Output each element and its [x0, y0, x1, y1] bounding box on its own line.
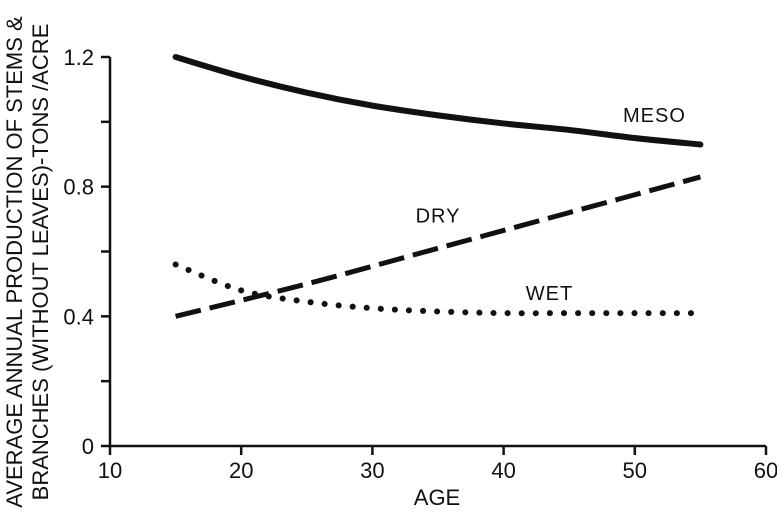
series-meso-line: [172, 54, 704, 148]
series-label-meso: MESO: [623, 105, 686, 127]
x-tick-label-40: 40: [491, 458, 515, 483]
x-tick-label-30: 30: [360, 458, 384, 483]
x-tick-label-50: 50: [623, 458, 647, 483]
y-tick-label-0.4: 0.4: [63, 304, 94, 329]
series-wet-line: [172, 261, 704, 317]
x-tick-label-20: 20: [229, 458, 253, 483]
x-ticks: 10 20 30 40 50 60: [98, 446, 777, 483]
series-layer: [172, 54, 704, 319]
x-tick-label-60: 60: [754, 458, 777, 483]
y-axis-title: AVERAGE ANNUAL PRODUCTION OF STEMS & BRA…: [2, 16, 53, 508]
series-dry-line: [175, 174, 702, 319]
y-axis-label-line1: AVERAGE ANNUAL PRODUCTION OF STEMS &: [2, 16, 27, 508]
series-labels: MESO DRY WET: [416, 105, 686, 305]
x-axis-label: AGE: [414, 485, 460, 510]
series-label-wet: WET: [526, 283, 573, 305]
y-tick-label-0: 0: [82, 434, 94, 459]
y-ticks: 0 0.4 0.8 1.2: [63, 45, 110, 459]
series-label-dry: DRY: [416, 205, 461, 227]
y-axis-label-line2: BRANCHES (WITHOUT LEAVES)-TONS /ACRE: [28, 24, 53, 501]
x-tick-label-10: 10: [98, 458, 122, 483]
y-tick-label-1.2: 1.2: [63, 45, 94, 70]
y-tick-label-0.8: 0.8: [63, 175, 94, 200]
